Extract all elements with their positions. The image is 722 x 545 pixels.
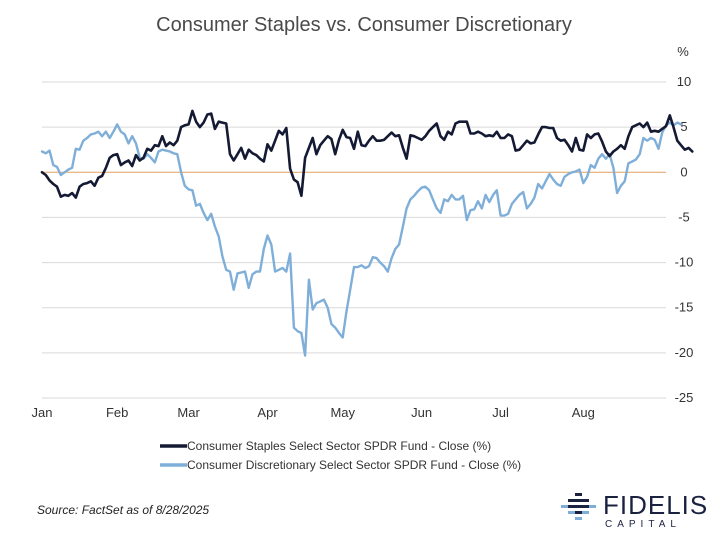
x-tick-label: May [330, 405, 355, 420]
fidelis-mark-icon [561, 493, 596, 520]
x-tick-label: Feb [106, 405, 128, 420]
y-tick-label: -25 [675, 390, 694, 405]
y-tick-label: 0 [680, 164, 687, 179]
source-note: Source: FactSet as of 8/28/2025 [37, 503, 209, 517]
y-tick-label: 5 [680, 119, 687, 134]
y-tick-label: -15 [675, 300, 694, 315]
y-axis-ticks: 10 5 0 -5 -10 -15 -20 -25 [675, 74, 694, 405]
y-tick-label: -10 [675, 255, 694, 270]
y-tick-label: 10 [677, 74, 691, 89]
gridlines [42, 81, 666, 399]
x-tick-label: Mar [177, 405, 200, 420]
plot-series [40, 109, 694, 357]
x-tick-label: Jan [32, 405, 53, 420]
y-axis-unit-label: % [677, 44, 689, 59]
x-axis-ticks: Jan Feb Mar Apr May Jun Jul Aug [32, 405, 595, 420]
x-tick-label: Jun [411, 405, 432, 420]
y-tick-label: -5 [678, 209, 690, 224]
fidelis-capital-logo: FIDELIS CAPITAL [561, 490, 708, 530]
series-line-consumer-discretionary [40, 121, 683, 357]
x-tick-label: Jul [492, 405, 509, 420]
logo-subtitle: CAPITAL [605, 519, 681, 530]
series-line-consumer-staples [40, 109, 694, 199]
legend-label-consumer-discretionary: Consumer Discretionary Select Sector SPD… [187, 458, 521, 472]
chart-title: Consumer Staples vs. Consumer Discretion… [156, 14, 572, 36]
legend-label-consumer-staples: Consumer Staples Select Sector SPDR Fund… [187, 439, 491, 453]
y-tick-label: -20 [675, 345, 694, 360]
x-tick-label: Apr [257, 405, 278, 420]
x-tick-label: Aug [572, 405, 595, 420]
legend: Consumer Staples Select Sector SPDR Fund… [160, 439, 521, 472]
logo-wordmark: FIDELIS [603, 490, 708, 520]
